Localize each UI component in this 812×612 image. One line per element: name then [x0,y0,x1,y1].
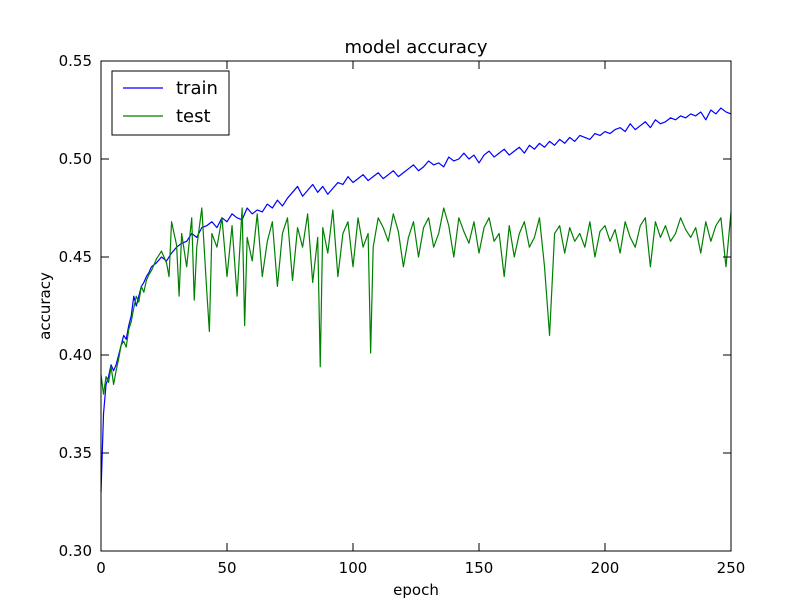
y-tick-label: 0.50 [59,150,92,168]
y-tick-label: 0.45 [59,248,92,266]
legend-box [111,70,230,136]
series-line-train [100,107,732,493]
axis-ticks: 0 50 100 150 200 250 0.30 0.35 0.40 0.45 0.50 0.55 [59,52,746,577]
y-tick-label: 0.35 [59,444,92,462]
series-lines [100,107,732,493]
y-tick-label: 0.30 [59,542,92,560]
y-tick-label: 0.40 [59,346,92,364]
x-tick-label: 100 [339,559,368,577]
series-line-test [100,207,732,395]
x-tick-label: 200 [591,559,620,577]
y-axis-title: accuracy [36,272,54,340]
y-tick-label: 0.55 [59,52,92,70]
legend-label-train: train [176,78,218,99]
legend: train test [111,70,230,136]
x-tick-label: 50 [217,559,236,577]
legend-label-test: test [176,106,211,127]
x-axis-title: epoch [393,581,439,599]
chart-title: model accuracy [345,37,488,58]
plot-frame [100,60,732,552]
x-tick-label: 250 [717,559,746,577]
x-tick-label: 150 [465,559,494,577]
x-tick-label: 0 [96,559,106,577]
